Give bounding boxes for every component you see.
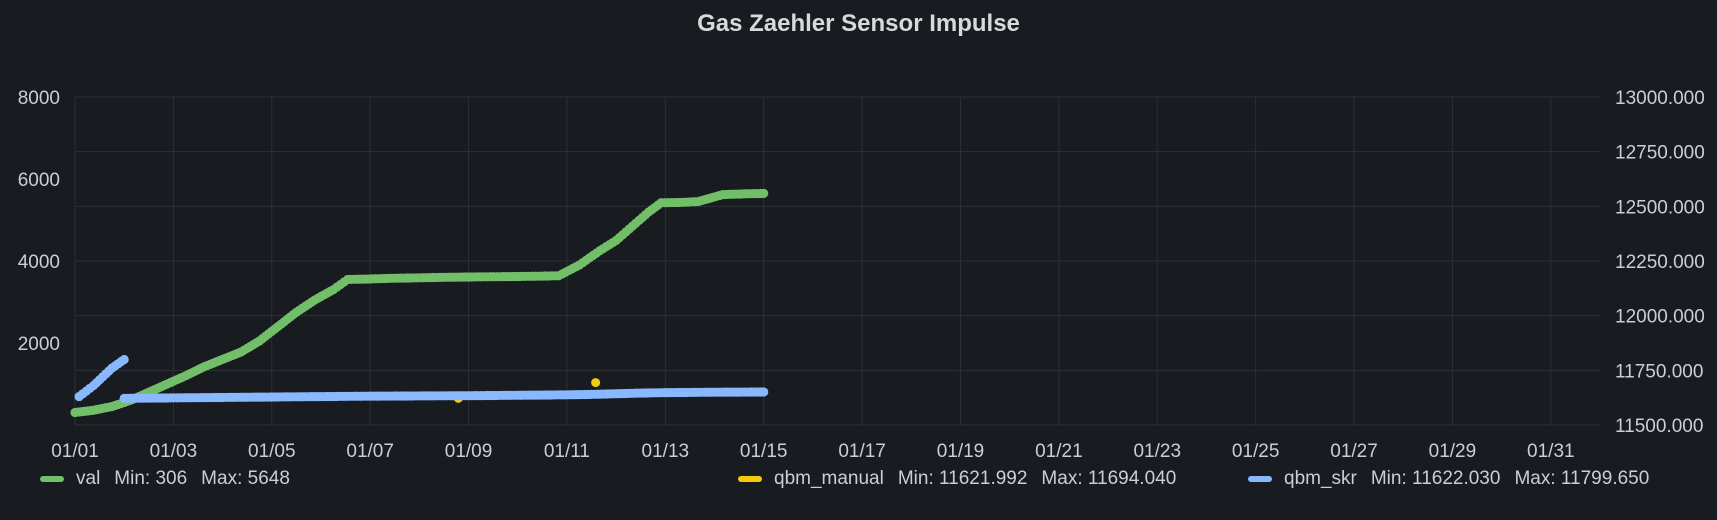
y-left-tick-label: 8000 <box>18 88 60 109</box>
x-tick-label: 01/29 <box>1429 441 1477 462</box>
legend-min: Min: 11622.030 <box>1370 468 1501 489</box>
y-left-tick-label: 6000 <box>18 170 60 191</box>
x-tick-label: 01/01 <box>51 441 99 462</box>
x-tick-label: 01/27 <box>1330 441 1378 462</box>
legend-min: Min: 11621.992 <box>897 468 1028 489</box>
y-left-tick-label: 4000 <box>18 252 60 273</box>
series-layer <box>70 188 769 418</box>
data-point <box>759 387 769 397</box>
legend-swatch-qbm-skr <box>1248 476 1272 482</box>
legend-swatch-val <box>40 476 64 482</box>
y-left-tick-label: 2000 <box>18 334 60 355</box>
x-tick-label: 01/17 <box>838 441 886 462</box>
data-point <box>591 378 601 388</box>
x-tick-label: 01/21 <box>1035 441 1083 462</box>
x-tick-label: 01/09 <box>445 441 493 462</box>
x-tick-label: 01/11 <box>544 441 590 462</box>
data-point <box>759 188 769 199</box>
legend-max: Max: 5648 <box>201 468 290 489</box>
y-right-tick-label: 13000.000 <box>1615 88 1705 109</box>
right-axis: 11500.000 11750.000 12000.000 12250.000 1250… <box>1615 88 1705 437</box>
panel-title: Gas Zaehler Sensor Impulse <box>697 10 1020 37</box>
legend-series-name: qbm_skr <box>1284 468 1357 489</box>
left-axis: 2000 4000 6000 8000 <box>18 88 60 355</box>
x-tick-label: 01/07 <box>346 441 394 462</box>
legend-series-name: val <box>76 468 101 489</box>
legend-item-qbm-skr[interactable]: qbm_skr Min: 11622.030 Max: 11799.650 <box>1248 468 1649 490</box>
legend-max: Max: 11799.650 <box>1514 468 1650 489</box>
legend-swatch-qbm-manual <box>738 476 762 482</box>
chart-grid <box>74 96 1600 426</box>
chart-legend: val Min: 306 Max: 5648 qbm_manual Min: 1… <box>0 468 1717 498</box>
x-tick-label: 01/15 <box>740 441 788 462</box>
legend-series-name: qbm_manual <box>774 468 884 489</box>
x-tick-label: 01/03 <box>150 441 198 462</box>
legend-min: Min: 306 <box>114 468 188 489</box>
legend-max: Max: 11694.040 <box>1041 468 1177 489</box>
legend-item-val[interactable]: val Min: 306 Max: 5648 <box>40 468 290 490</box>
legend-item-qbm-manual[interactable]: qbm_manual Min: 11621.992 Max: 11694.040 <box>738 468 1176 490</box>
y-right-tick-label: 12000.000 <box>1615 307 1705 328</box>
x-axis: 01/01 01/03 01/05 01/07 01/09 01/11 01/13 01/15… <box>51 441 1574 462</box>
y-right-tick-label: 12250.000 <box>1615 252 1705 273</box>
series-qbm_skr <box>74 354 769 403</box>
series-val <box>70 188 769 418</box>
x-tick-label: 01/13 <box>642 441 690 462</box>
x-tick-label: 01/05 <box>248 441 296 462</box>
y-right-tick-label: 12500.000 <box>1615 197 1705 218</box>
y-right-tick-label: 11750.000 <box>1615 361 1703 382</box>
chart-plot: 2000 4000 6000 8000 11500.000 11750.000 12000… <box>18 88 1705 462</box>
x-tick-label: 01/25 <box>1232 441 1280 462</box>
x-tick-label: 01/23 <box>1133 441 1181 462</box>
data-point <box>119 354 129 365</box>
y-right-tick-label: 12750.000 <box>1615 143 1705 164</box>
y-right-tick-label: 11500.000 <box>1615 416 1703 437</box>
x-tick-label: 01/31 <box>1527 441 1575 462</box>
x-tick-label: 01/19 <box>937 441 985 462</box>
